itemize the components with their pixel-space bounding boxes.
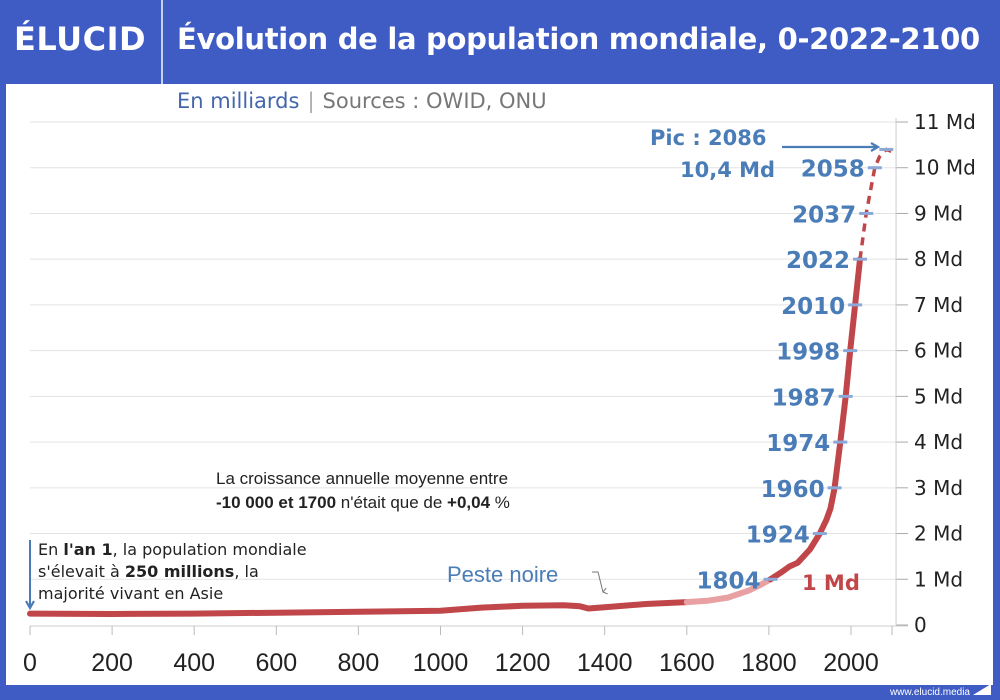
- milestone-label: 2058: [801, 157, 865, 183]
- year1-l2c: , la: [234, 562, 258, 581]
- growth-note-line1: La croissance annuelle moyenne entre: [216, 469, 508, 488]
- growth-percent: %: [490, 493, 510, 512]
- x-tick-label: 1600: [659, 649, 715, 677]
- year1-note-line2: s'élevait à 250 millions, la: [38, 562, 259, 581]
- chart-title: Évolution de la population mondiale, 0-2…: [177, 22, 980, 56]
- milestone-label: 1987: [772, 385, 836, 411]
- series-line-historique-transition: [683, 576, 774, 606]
- peak-label: Pic : 2086: [650, 126, 767, 150]
- milestone-label: 2037: [792, 202, 856, 228]
- year1-l1b: l'an 1: [63, 540, 112, 559]
- milestone-label: 2010: [781, 294, 845, 320]
- y-tick-label: 4 Md: [914, 430, 963, 454]
- milestone-layer: 1804 1924 1960 1974 1987 1998 2010 2022 2037 2058: [697, 147, 894, 594]
- y-tick-label: 7 Md: [914, 293, 963, 317]
- header: ÉLUCID Évolution de la population mondia…: [0, 0, 1000, 84]
- sources-label: Sources : OWID, ONU: [322, 89, 547, 113]
- y-tick-label: 5 Md: [914, 384, 963, 408]
- year1-note-line1: En l'an 1, la population mondiale: [38, 540, 307, 559]
- axis-layer: 0 1 Md 2 Md 3 Md 4 Md 5 Md 6 Md 7 Md 8 Md 9 Md 10 …: [23, 110, 976, 677]
- series-line-historique-moderne: [767, 256, 863, 583]
- y-tick-label: 6 Md: [914, 339, 963, 363]
- year1-l1c: , la population mondiale: [113, 540, 307, 559]
- x-tick-label: 1000: [413, 649, 469, 677]
- y-tick-label: 2 Md: [914, 522, 963, 546]
- peste-noire-arrow: [592, 571, 608, 595]
- elucid-logo: ÉLUCID: [14, 20, 147, 58]
- x-tick-label: 2000: [823, 649, 879, 677]
- x-tick-label: 1400: [577, 649, 633, 677]
- milestone-label: 1998: [776, 340, 840, 366]
- milestone-label: 1804: [697, 568, 761, 594]
- one-billion-label: 1 Md: [802, 571, 860, 595]
- subtitle-separator: |: [307, 89, 315, 113]
- growth-rate: +0,04: [447, 493, 491, 512]
- unit-label: En milliards: [177, 89, 300, 113]
- year1-l1a: En: [38, 540, 63, 559]
- year1-l2b: 250 millions: [125, 562, 234, 581]
- x-tick-label: 600: [255, 649, 297, 677]
- y-tick-label: 0: [914, 613, 927, 637]
- milestone-label: 1960: [761, 477, 825, 503]
- growth-period: -10 000 et 1700: [216, 493, 336, 512]
- annotation-layer: Pic : 2086 10,4 Md 1 Md Peste noire La c…: [30, 126, 878, 608]
- x-tick-label: 400: [173, 649, 215, 677]
- growth-note-line2: -10 000 et 1700 n'était que de +0,04 %: [216, 493, 510, 512]
- grid-layer: [30, 121, 897, 580]
- series-line-historique: [27, 599, 690, 617]
- milestone-label: 2022: [786, 248, 850, 274]
- y-tick-label: 1 Md: [914, 567, 963, 591]
- chart-panel: [6, 84, 993, 685]
- chart-subtitle: En milliards | Sources : OWID, ONU: [177, 89, 547, 113]
- footer-url: www.elucid.media: [889, 687, 970, 698]
- x-tick-label: 800: [338, 649, 380, 677]
- elucid-footer-icon: [973, 684, 991, 695]
- peste-noire-label: Peste noire: [447, 562, 558, 587]
- x-tick-label: 1200: [495, 649, 551, 677]
- growth-mid: n'était que de: [336, 493, 447, 512]
- year1-note-line3: majorité vivant en Asie: [38, 584, 223, 603]
- milestone-label: 1924: [746, 523, 810, 549]
- x-tick-label: 0: [23, 649, 37, 677]
- y-tick-label: 10 Md: [914, 156, 976, 180]
- x-tick-label: 1800: [741, 649, 797, 677]
- milestone-label: 1974: [766, 431, 830, 457]
- y-tick-label: 8 Md: [914, 247, 963, 271]
- x-tick-label: 200: [91, 649, 133, 677]
- y-tick-label: 9 Md: [914, 201, 963, 225]
- year1-l2a: s'élevait à: [38, 562, 125, 581]
- y-tick-label: 3 Md: [914, 476, 963, 500]
- peak-value-label: 10,4 Md: [680, 158, 775, 182]
- header-divider: [161, 0, 163, 84]
- y-tick-label: 11 Md: [914, 110, 976, 134]
